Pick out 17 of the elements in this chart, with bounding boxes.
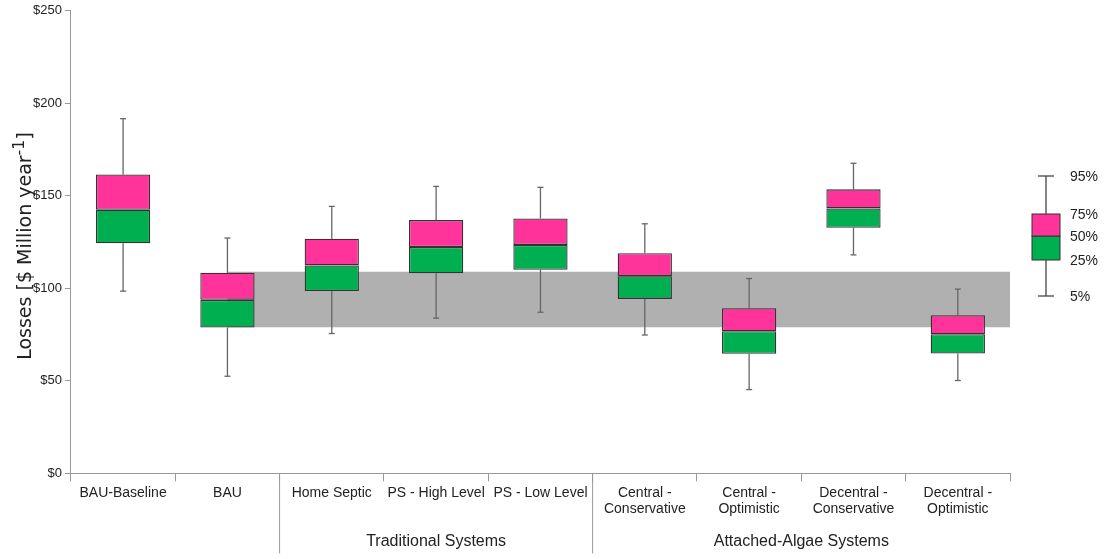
- x-tick-label: Central - Optimistic: [718, 483, 780, 517]
- y-tick-label: $250: [33, 2, 62, 18]
- x-tick-label: PS - Low Level: [493, 483, 588, 500]
- y-tick-label: $0: [47, 464, 62, 480]
- y-tick-label: $150: [33, 187, 62, 203]
- y-tick-label: $50: [40, 372, 62, 388]
- x-tick-label: Home Septic: [291, 483, 372, 500]
- x-tick-label: Central - Conservative: [603, 483, 686, 517]
- box-key: 95% 75% 50% 25% 5%: [1026, 168, 1110, 304]
- text: Attached-Algae Systems: [713, 531, 889, 549]
- x-tick-label: BAU-Baseline: [79, 483, 167, 500]
- y-tick-label: $200: [33, 94, 62, 110]
- x-tick-label: BAU: [213, 483, 242, 500]
- x-tick-label: Decentral - Conservative: [812, 483, 895, 517]
- text: Traditional Systems: [366, 531, 507, 549]
- x-tick-label: Decentral - Optimistic: [923, 483, 993, 517]
- x-tick-label: PS - High Level: [387, 483, 485, 500]
